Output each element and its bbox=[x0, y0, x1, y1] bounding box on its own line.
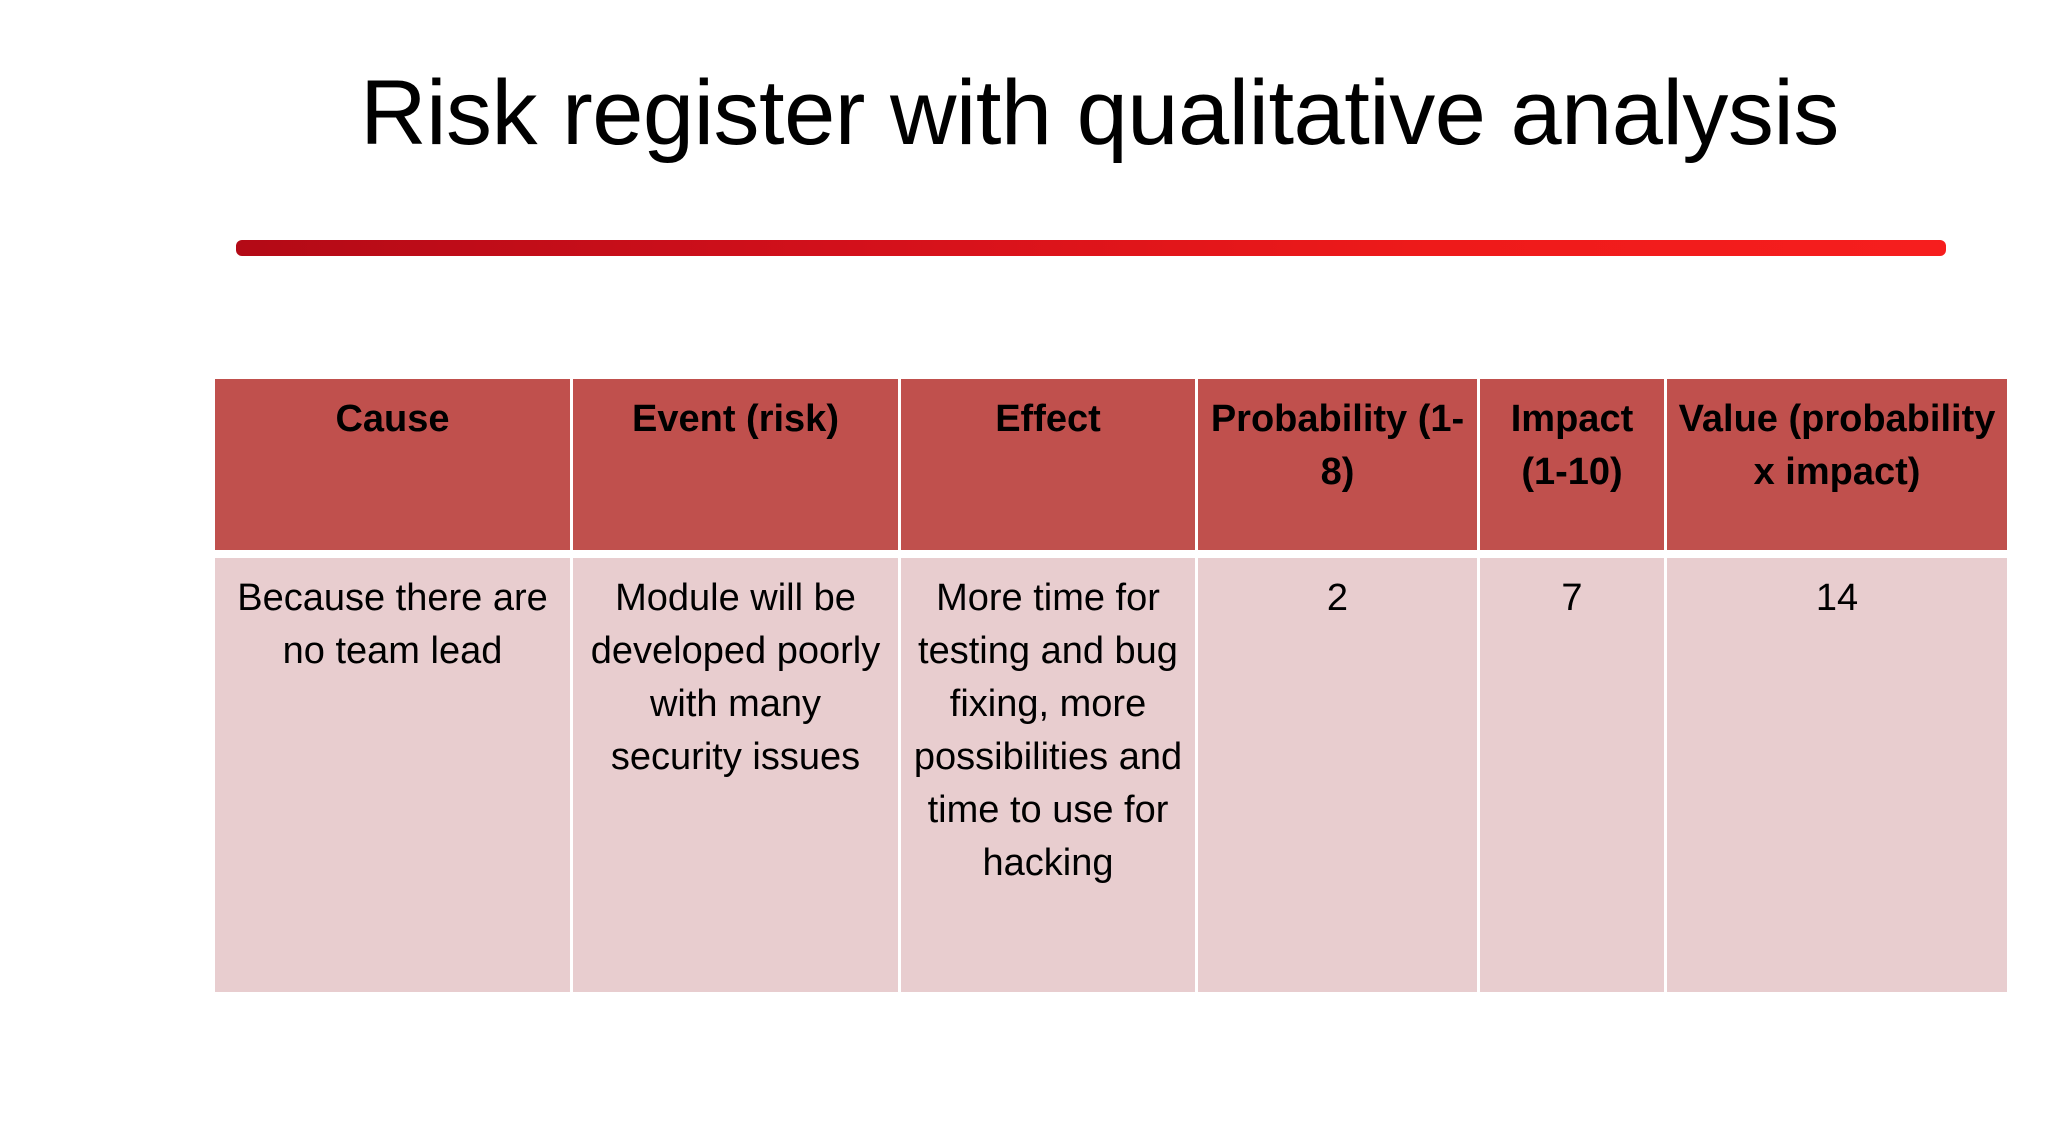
header-probability: Probability (1-8) bbox=[1195, 376, 1480, 558]
title-underline-bar bbox=[236, 240, 1946, 256]
header-value: Value (probability x impact) bbox=[1664, 376, 2010, 558]
cell-event-risk: Module will be developed poorly with man… bbox=[570, 552, 901, 995]
risk-register-table: Cause Event (risk) Effect Probability (1… bbox=[212, 376, 2010, 995]
cell-impact: 7 bbox=[1477, 552, 1667, 995]
table-row: Because there are no team lead Module wi… bbox=[212, 552, 2010, 995]
header-effect: Effect bbox=[898, 376, 1198, 558]
header-cause: Cause bbox=[212, 376, 573, 558]
cell-probability: 2 bbox=[1195, 552, 1480, 995]
slide-title: Risk register with qualitative analysis bbox=[360, 62, 1839, 164]
cell-value: 14 bbox=[1664, 552, 2010, 995]
header-impact: Impact (1-10) bbox=[1477, 376, 1667, 558]
table-header-row: Cause Event (risk) Effect Probability (1… bbox=[212, 376, 2010, 558]
cell-effect: More time for testing and bug fixing, mo… bbox=[898, 552, 1198, 995]
cell-cause: Because there are no team lead bbox=[212, 552, 573, 995]
header-event-risk: Event (risk) bbox=[570, 376, 901, 558]
